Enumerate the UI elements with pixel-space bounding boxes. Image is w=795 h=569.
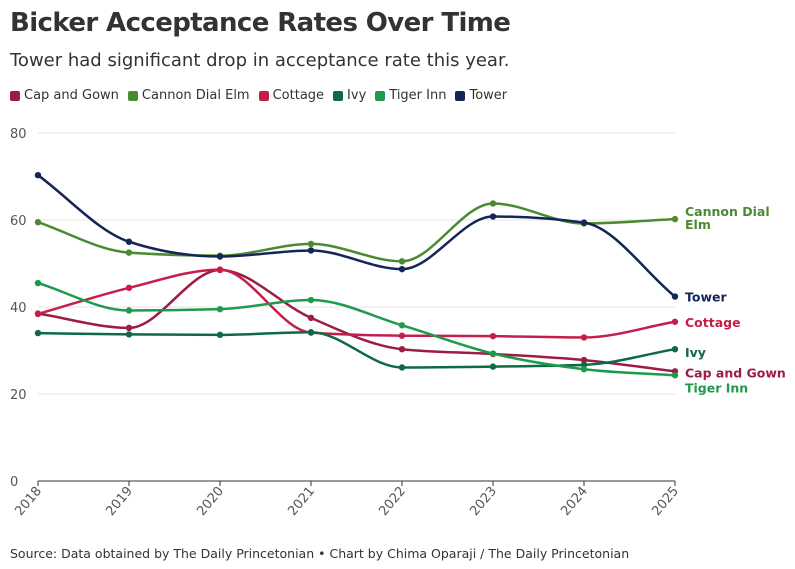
data-point-cannon-dial-elm [34, 218, 42, 226]
end-label-line: Elm [685, 217, 711, 232]
data-point-cap-and-gown [125, 324, 133, 332]
end-label-ivy: Ivy [685, 345, 706, 360]
end-label-line: Cannon Dial [685, 204, 770, 219]
data-point-cannon-dial-elm [671, 215, 679, 223]
data-point-tiger-inn [216, 305, 224, 313]
end-label-line: Cottage [685, 315, 741, 330]
chart-title: Bicker Acceptance Rates Over Time [10, 8, 511, 38]
data-point-cap-and-gown [307, 314, 315, 322]
end-label-line: Cap and Gown [685, 365, 786, 380]
chart-subtitle: Tower had significant drop in acceptance… [10, 50, 510, 71]
legend: Cap and Gown Cannon Dial Elm Cottage Ivy… [10, 88, 507, 103]
legend-label: Tiger Inn [389, 88, 447, 103]
data-point-tiger-inn [489, 350, 497, 357]
x-tick-label: 2024 [558, 484, 591, 519]
data-point-ivy [307, 329, 315, 336]
y-tick-label: 0 [10, 475, 18, 490]
legend-swatch-cannon-dial-elm [127, 90, 138, 101]
series-line-ivy [36, 330, 677, 369]
data-point-cottage [489, 332, 497, 340]
legend-label: Cap and Gown [24, 88, 119, 103]
legend-item-tiger-inn: Tiger Inn [375, 88, 446, 103]
data-point-cannon-dial-elm [307, 240, 315, 248]
data-point-tower [307, 247, 315, 254]
legend-swatch-cottage [258, 90, 269, 101]
data-point-ivy [216, 331, 224, 339]
x-tick-label: 2023 [467, 484, 500, 519]
legend-item-cap-and-gown: Cap and Gown [10, 88, 119, 103]
data-point-tiger-inn [580, 366, 588, 373]
series-line-cottage [36, 268, 677, 339]
data-point-ivy [398, 364, 406, 371]
end-label-cannon-dial-elm: Cannon Dial Elm [685, 204, 770, 232]
legend-label: Cannon Dial Elm [141, 88, 250, 103]
y-tick-label: 20 [10, 388, 27, 403]
x-tick-label: 2022 [376, 484, 409, 519]
data-point-cannon-dial-elm [125, 249, 133, 256]
data-point-cap-and-gown [580, 356, 588, 364]
end-label-line: Tiger Inn [685, 380, 748, 395]
legend-swatch-cap-and-gown [10, 90, 20, 101]
x-tick-label: 2025 [649, 484, 682, 519]
data-point-tower [125, 238, 133, 245]
legend-label: Tower [469, 88, 508, 103]
y-tick-label: 60 [10, 214, 27, 229]
data-point-tower [216, 253, 224, 260]
data-point-ivy [34, 329, 42, 337]
data-point-tower [671, 293, 679, 300]
end-label-tiger-inn: Tiger Inn [685, 380, 748, 395]
y-tick-label: 80 [10, 127, 27, 142]
source-note: Source: Data obtained by The Daily Princ… [10, 546, 630, 561]
legend-swatch-tower [455, 90, 466, 101]
series-line-cannon-dial-elm [36, 202, 677, 263]
data-point-cottage [34, 310, 42, 318]
legend-swatch-tiger-inn [375, 90, 386, 101]
legend-label: Cottage [272, 88, 325, 103]
x-tick-label: 2021 [285, 484, 318, 519]
x-tick-label: 2019 [103, 484, 136, 519]
series-line-cap-and-gown [36, 268, 677, 373]
end-label-line: Tower [685, 290, 727, 305]
end-label-cap-and-gown: Cap and Gown [685, 365, 786, 380]
data-point-cottage [580, 334, 588, 341]
data-point-cottage [671, 318, 679, 325]
data-point-cottage [398, 332, 406, 339]
legend-item-tower: Tower [455, 88, 507, 103]
legend-label: Ivy [347, 88, 367, 103]
end-label-cottage: Cottage [685, 315, 741, 330]
legend-item-cottage: Cottage [258, 88, 325, 103]
legend-item-cannon-dial-elm: Cannon Dial Elm [127, 88, 250, 103]
data-point-tower [34, 171, 42, 179]
data-point-tiger-inn [125, 307, 133, 314]
legend-swatch-ivy [333, 90, 344, 101]
data-point-cottage [216, 266, 224, 273]
end-label-tower: Tower [685, 290, 727, 305]
data-point-tiger-inn [34, 279, 42, 287]
data-point-tower [398, 265, 406, 273]
data-point-ivy [125, 331, 133, 338]
data-point-cannon-dial-elm [489, 200, 497, 207]
series-line-tiger-inn [36, 281, 677, 377]
y-tick-label: 40 [10, 301, 27, 316]
series-line-tower [36, 173, 677, 298]
legend-item-ivy: Ivy [333, 88, 366, 103]
end-label-line: Ivy [685, 345, 706, 360]
data-point-tiger-inn [398, 322, 406, 329]
data-point-tower [489, 213, 497, 220]
data-point-ivy [671, 345, 679, 353]
data-point-cannon-dial-elm [398, 258, 406, 265]
data-point-cap-and-gown [398, 345, 406, 353]
data-point-cottage [125, 284, 133, 292]
data-point-ivy [489, 363, 497, 370]
data-point-tower [580, 219, 588, 226]
data-point-tiger-inn [671, 372, 679, 379]
data-point-tiger-inn [307, 296, 315, 304]
x-tick-label: 2020 [194, 484, 227, 519]
